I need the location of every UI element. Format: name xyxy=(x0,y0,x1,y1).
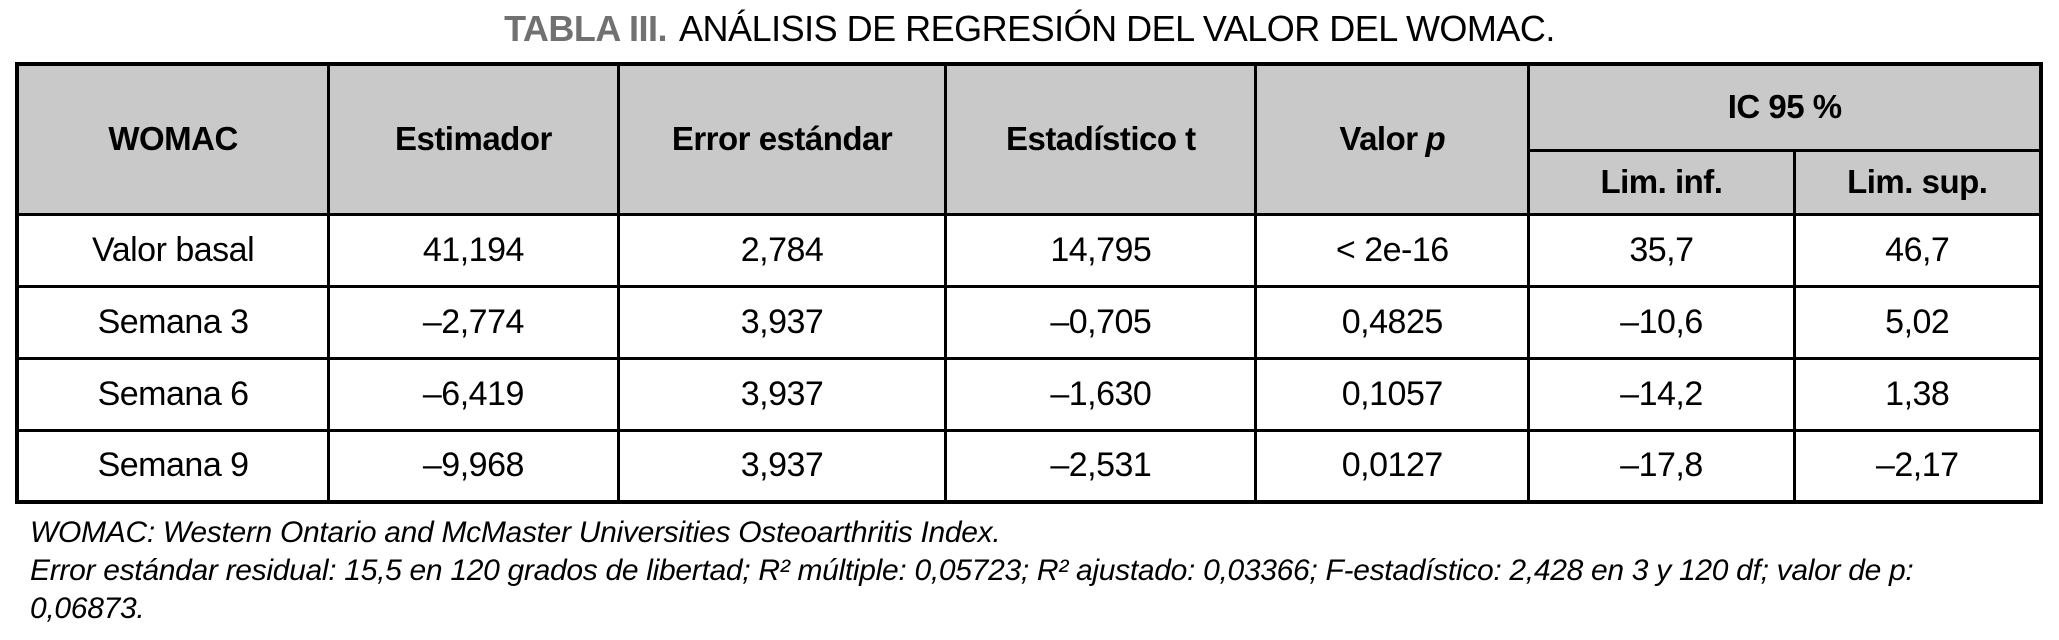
cell-valor-p: < 2e-16 xyxy=(1254,212,1531,288)
cell-lim-sup: 1,38 xyxy=(1792,356,2043,432)
cell-lim-sup: 5,02 xyxy=(1792,284,2043,360)
header-valor-p: Valor p xyxy=(1254,62,1531,216)
cell-lim-inf: –10,6 xyxy=(1527,284,1796,360)
cell-valor-p: 0,1057 xyxy=(1254,356,1531,432)
cell-lim-sup: 46,7 xyxy=(1792,212,2043,288)
table-row-valor-basal: Valor basal 41,194 2,784 14,795 < 2e-16 … xyxy=(15,212,2043,288)
regression-table: WOMAC Estimador Error estándar Estadísti… xyxy=(15,62,2043,504)
header-valor-p-word: Valor xyxy=(1339,120,1418,158)
cell-row-label: Semana 6 xyxy=(15,356,331,432)
cell-row-label: Valor basal xyxy=(15,212,331,288)
table-row-semana-3: Semana 3 –2,774 3,937 –0,705 0,4825 –10,… xyxy=(15,284,2043,360)
header-row-ic-sub: Lim. inf. Lim. sup. xyxy=(17,148,2043,216)
header-lim-sup: Lim. sup. xyxy=(1792,148,2043,216)
header-lim-inf: Lim. inf. xyxy=(1527,148,1796,216)
cell-estadistico-t: –2,531 xyxy=(944,428,1258,504)
header-womac: WOMAC xyxy=(15,62,331,216)
cell-estimador: –6,419 xyxy=(327,356,620,432)
cell-error-estandar: 3,937 xyxy=(616,284,948,360)
cell-lim-sup: –2,17 xyxy=(1792,428,2043,504)
table-row-semana-6: Semana 6 –6,419 3,937 –1,630 0,1057 –14,… xyxy=(15,356,2043,432)
cell-error-estandar: 2,784 xyxy=(616,212,948,288)
cell-valor-p: 0,0127 xyxy=(1254,428,1531,504)
header-valor-p-symbol: p xyxy=(1425,120,1446,158)
cell-error-estandar: 3,937 xyxy=(616,356,948,432)
header-estimador: Estimador xyxy=(327,62,620,216)
header-row-main: WOMAC Estimador Error estándar Estadísti… xyxy=(15,62,2043,216)
table-title-text: ANÁLISIS DE REGRESIÓN DEL VALOR DEL WOMA… xyxy=(679,8,1555,49)
cell-lim-inf: 35,7 xyxy=(1527,212,1796,288)
header-estadistico-t: Estadístico t xyxy=(944,62,1258,216)
table-title: TABLA III. ANÁLISIS DE REGRESIÓN DEL VALO… xyxy=(0,8,2059,50)
cell-estadistico-t: –0,705 xyxy=(944,284,1258,360)
cell-error-estandar: 3,937 xyxy=(616,428,948,504)
table-title-label: TABLA III. xyxy=(504,8,668,49)
cell-estimador: –2,774 xyxy=(327,284,620,360)
cell-lim-inf: –14,2 xyxy=(1527,356,1796,432)
cell-row-label: Semana 9 xyxy=(15,428,331,504)
cell-valor-p: 0,4825 xyxy=(1254,284,1531,360)
cell-estimador: 41,194 xyxy=(327,212,620,288)
cell-estadistico-t: 14,795 xyxy=(944,212,1258,288)
cell-estadistico-t: –1,630 xyxy=(944,356,1258,432)
cell-lim-inf: –17,8 xyxy=(1527,428,1796,504)
footnotes: WOMAC: Western Ontario and McMaster Univ… xyxy=(30,514,2030,628)
header-error-estandar: Error estándar xyxy=(616,62,948,216)
cell-row-label: Semana 3 xyxy=(15,284,331,360)
table-row-semana-9: Semana 9 –9,968 3,937 –2,531 0,0127 –17,… xyxy=(15,428,2043,504)
footnote-regression-stats: Error estándar residual: 15,5 en 120 gra… xyxy=(30,554,1914,625)
footnote-womac-definition: WOMAC: Western Ontario and McMaster Univ… xyxy=(30,516,1001,549)
header-ic95-group: IC 95 % xyxy=(1527,62,2043,151)
cell-estimador: –9,968 xyxy=(327,428,620,504)
